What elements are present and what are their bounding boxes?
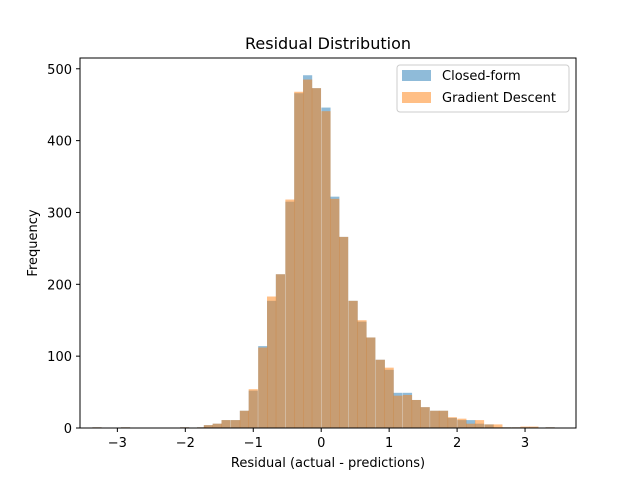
histogram-bar	[348, 300, 358, 428]
histogram-bar	[330, 198, 340, 428]
histogram-bar	[285, 199, 295, 428]
y-tick-label: 300	[47, 206, 72, 221]
histogram-bar	[303, 79, 313, 429]
legend-frame	[396, 64, 570, 113]
histogram-bar	[438, 410, 449, 428]
y-tick-label: 400	[47, 135, 72, 150]
histogram-bar	[430, 410, 440, 428]
legend-label-closed-form: Closed-form	[442, 69, 521, 84]
x-tick-label: 0	[317, 436, 325, 451]
histogram-bar	[447, 417, 457, 428]
y-tick-label: 500	[47, 63, 72, 78]
histogram-bar	[375, 359, 385, 428]
y-tick-label: 100	[47, 350, 72, 365]
x-tick-label: −2	[176, 436, 195, 451]
x-tick-label: −3	[108, 436, 127, 451]
plot-frame	[79, 57, 577, 429]
x-axis-ticks: −3 −2 −1 0 1 2 3	[108, 428, 529, 451]
series-1-bars	[92, 79, 555, 429]
x-tick-label: 3	[521, 436, 529, 451]
histogram-bar	[411, 399, 421, 428]
legend: Closed-form Gradient Descent	[396, 64, 570, 113]
histogram-bar	[474, 420, 485, 428]
chart-title: Residual Distribution	[245, 34, 411, 53]
x-tick-label: 1	[385, 436, 393, 451]
histogram-bar	[420, 407, 430, 428]
y-axis-ticks: 0 100 200 300 400 500	[47, 63, 80, 437]
histogram-bar	[366, 337, 376, 428]
legend-swatch-gradient-descent	[402, 92, 431, 103]
histogram-bar	[520, 426, 530, 428]
histogram-bar	[339, 236, 349, 428]
x-tick-label: −1	[244, 436, 263, 451]
histogram-bar	[239, 410, 250, 428]
histogram-bar	[529, 426, 539, 428]
x-tick-label: 2	[453, 436, 461, 451]
histogram-bar	[212, 423, 222, 428]
histogram-bar	[393, 395, 403, 428]
legend-label-gradient-descent: Gradient Descent	[442, 91, 556, 106]
histogram-bar	[321, 111, 331, 429]
legend-swatch-closed-form	[402, 70, 431, 81]
histogram-bar	[402, 394, 413, 428]
histogram-bar	[493, 424, 503, 428]
histogram-bar	[311, 88, 322, 429]
histogram-bar	[357, 320, 367, 428]
histogram-bar	[248, 389, 258, 428]
histogram-bar	[275, 274, 286, 428]
histogram-bar	[203, 425, 213, 428]
histogram-bar	[457, 418, 467, 428]
histogram-bar	[294, 91, 304, 429]
y-tick-label: 0	[64, 422, 72, 437]
histogram-bar	[484, 424, 494, 428]
histogram-bar	[466, 423, 476, 428]
histogram-bars	[92, 75, 555, 429]
histogram-bar	[258, 347, 268, 428]
y-tick-label: 200	[47, 278, 72, 293]
x-axis-label: Residual (actual - predictions)	[231, 456, 425, 471]
histogram-bar	[231, 420, 241, 428]
y-axis-label: Frequency	[26, 209, 41, 276]
histogram-bar	[384, 367, 394, 428]
histogram-bar	[221, 420, 231, 428]
histogram-bar	[267, 296, 277, 428]
